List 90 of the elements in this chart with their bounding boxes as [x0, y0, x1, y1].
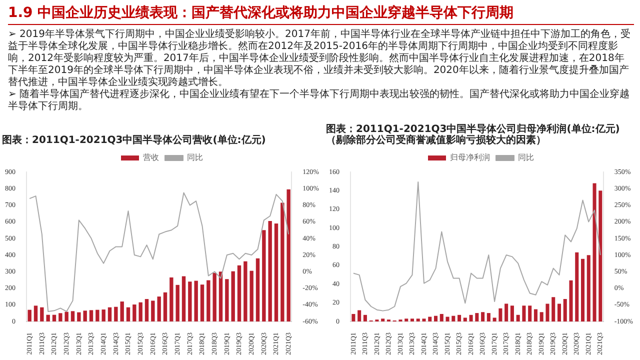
bar [504, 304, 508, 322]
bar [358, 310, 362, 322]
bar [28, 310, 32, 322]
bar [280, 202, 284, 322]
bar [138, 302, 142, 322]
bar [237, 265, 242, 322]
bar [492, 318, 496, 322]
bar [58, 313, 62, 322]
bar [286, 189, 290, 322]
bar [250, 270, 254, 322]
chart-title: 图表：2011Q1-2021Q3中国半导体公司归母净利润(单位:亿元) （剔除部分公司受商誉减值影响亏损较大的因素） [326, 122, 621, 146]
bar [102, 309, 106, 322]
bar [114, 306, 118, 322]
chart-title: 图表：2011Q1-2021Q3中国半导体公司营收(单位:亿元) [2, 134, 267, 146]
bar [463, 318, 467, 322]
bar [96, 310, 100, 322]
text: 1.9 中国企业历史业绩表现：国产替代深化或将助力中国企业穿越半导体下行周期 [8, 4, 634, 25]
bar [469, 314, 473, 322]
bar [552, 297, 556, 322]
bar [540, 312, 544, 322]
bar [176, 284, 180, 322]
bar [352, 314, 356, 322]
bar [422, 318, 426, 322]
bar [592, 183, 596, 322]
bar [144, 299, 149, 322]
bar [580, 258, 585, 322]
bar [563, 299, 567, 322]
bar [410, 318, 414, 322]
bar [244, 261, 248, 322]
bar [132, 304, 136, 322]
bar [231, 271, 235, 322]
bar [212, 272, 216, 322]
bar [546, 304, 550, 322]
bar [188, 282, 192, 322]
bar [256, 258, 260, 322]
text: ➢ 随着半导体国产替代进程逐步深化，中国企业业绩有望在下一个半导体下行周期中表现出较强的韧性。国产替代深化或将助力中国企业穿越半导体下行周期。 [8, 89, 631, 113]
bar [452, 316, 456, 322]
bar [404, 318, 408, 322]
bar [569, 280, 573, 322]
bar [157, 296, 161, 322]
legend-label: 营收 [143, 153, 159, 162]
bar [108, 307, 112, 322]
bar [268, 220, 272, 322]
bar [528, 306, 532, 322]
bar [46, 314, 50, 322]
text: ➢ 2019年半导体景气下行周期中，中国企业业绩受影响较小。2017年前，中国半导体行业在全球半导体产业链中担任中下游加工的角色，受益于半导体全球化发展，中国半导体行业稳步增长。然而在2012年及2015-2016年的半导体周期下行周期中，中国企业均受到不同程度影响，2012年受影响程度较为严重。2017年后，中国半导体企业业绩受到阶段性影响。然而中国半导体行业自主化发展进程加速，在2018年下半年至2019年的全球半导体下行周期中，中国半导体企业表现不俗，业绩并未受到较大影响。2020年以来，随着行业景气度提升叠加国产替代推进，中国半导体企业业绩实现跨越式增长。 [8, 29, 632, 88]
bar [151, 300, 155, 322]
bar [458, 314, 462, 322]
bar [70, 311, 75, 322]
legend-label: 同比 [518, 153, 534, 162]
bar [416, 318, 420, 322]
bar [120, 302, 124, 322]
bar [64, 312, 68, 322]
bar [40, 307, 44, 322]
bar [89, 310, 94, 322]
bar [274, 223, 278, 322]
bar [194, 280, 198, 322]
bar [522, 306, 526, 322]
bar [200, 284, 204, 322]
bar [363, 314, 367, 322]
bar [498, 308, 502, 322]
bar [486, 313, 490, 322]
bar [262, 230, 266, 322]
bar [440, 314, 444, 322]
legend-label: 归母净利润 [450, 153, 490, 162]
bar [83, 310, 87, 322]
bar [598, 190, 602, 322]
bar [126, 307, 130, 322]
bar [77, 312, 81, 322]
bar [225, 279, 229, 322]
bar [475, 313, 479, 322]
bar [557, 304, 561, 322]
bar [510, 306, 514, 322]
bar [434, 316, 438, 322]
bar [516, 314, 520, 322]
legend-label: 同比 [187, 153, 203, 162]
bar [481, 312, 485, 322]
bar [163, 292, 168, 322]
bar [52, 314, 56, 322]
bar [381, 318, 385, 322]
bar [575, 252, 579, 322]
bar [218, 272, 223, 322]
bar [446, 316, 450, 322]
bar [586, 255, 590, 322]
bar [534, 309, 538, 322]
bar [206, 280, 210, 322]
bar [34, 306, 38, 322]
bar [170, 277, 174, 322]
bar [428, 316, 432, 322]
bar [182, 276, 186, 322]
